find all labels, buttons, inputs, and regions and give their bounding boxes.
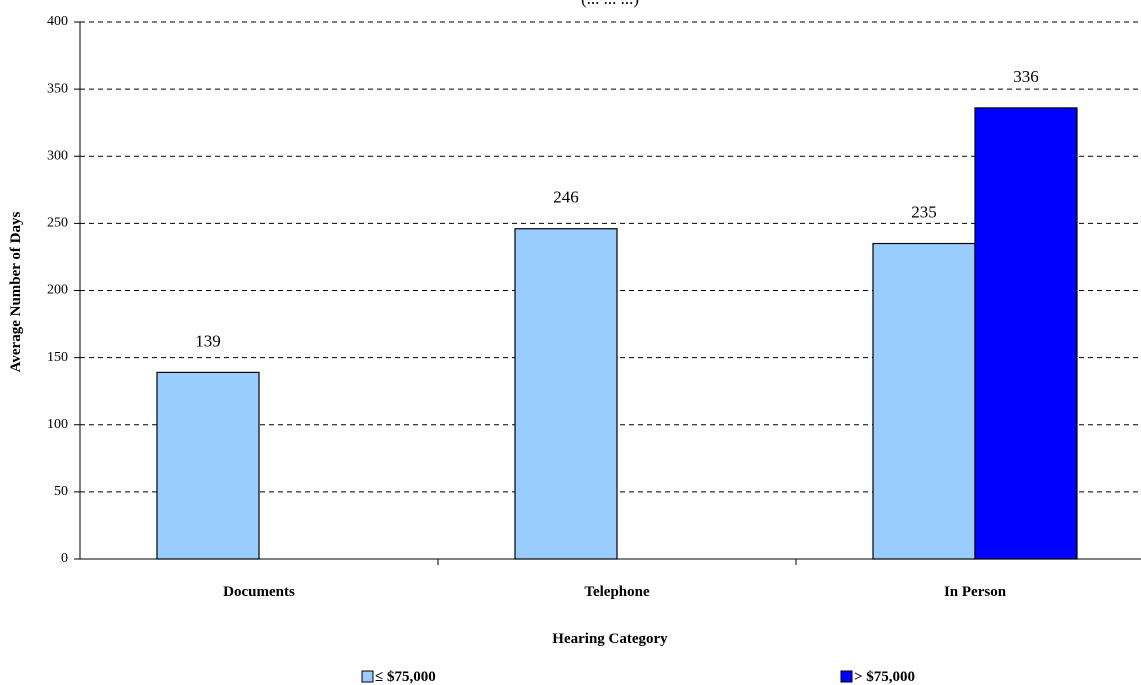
- legend-entry: ≤ $75,000: [361, 669, 436, 685]
- data-label: 336: [1013, 67, 1039, 86]
- bar: [974, 107, 1078, 560]
- bar: [514, 228, 618, 560]
- x-axis-title: Hearing Category: [552, 631, 668, 647]
- y-axis-title: Average Number of Days: [8, 212, 24, 373]
- x-tick-label: In Person: [944, 584, 1007, 600]
- chart-title: (... ... ...): [581, 0, 639, 8]
- y-tick-label: 50: [54, 484, 68, 499]
- bar: [872, 242, 976, 560]
- x-tick-label: Documents: [223, 584, 295, 600]
- y-tick-label: 100: [47, 417, 68, 432]
- bar: [156, 371, 260, 560]
- data-label: 235: [911, 203, 937, 222]
- x-tick-label: Telephone: [584, 584, 650, 600]
- legend-swatch: [361, 670, 374, 683]
- legend: ≤ $75,000 > $75,000: [361, 669, 915, 685]
- bars: [156, 107, 1078, 560]
- data-label: 246: [553, 188, 579, 207]
- legend-label: ≤ $75,000: [375, 669, 436, 685]
- data-labels: 139 246 235 336: [195, 67, 1039, 350]
- data-label: 139: [195, 331, 221, 350]
- y-tick-label: 150: [47, 350, 68, 365]
- y-tick-label: 250: [47, 216, 68, 231]
- y-tick-label: 400: [47, 14, 68, 29]
- axes: 0 50 100 150 200 250 300 350 400 Documents Telepho…: [47, 14, 1141, 600]
- y-tick-label: 300: [47, 148, 68, 163]
- legend-label: > $75,000: [854, 669, 915, 685]
- legend-entry: > $75,000: [840, 669, 915, 685]
- y-tick-label: 200: [47, 283, 68, 298]
- y-tick-label: 0: [61, 551, 68, 566]
- y-tick-label: 350: [47, 81, 68, 96]
- legend-swatch: [840, 670, 853, 683]
